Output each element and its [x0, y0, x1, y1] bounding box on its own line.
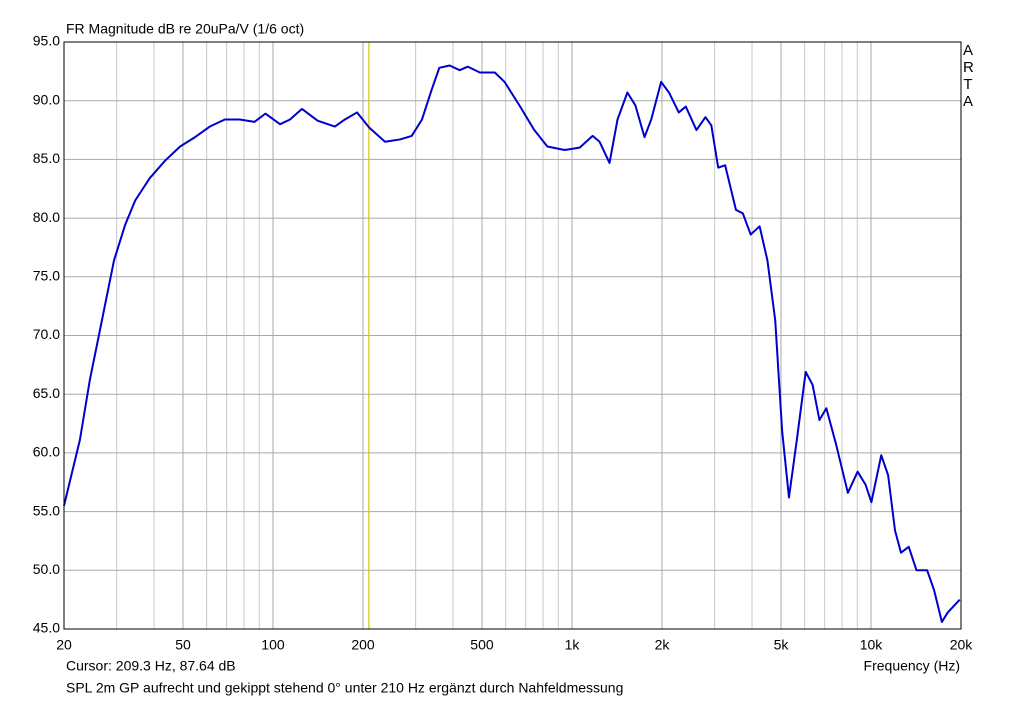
- y-tick-label: 90.0: [33, 91, 60, 107]
- line-series: [63, 64, 961, 623]
- x-tick-label: 1k: [565, 637, 581, 653]
- y-tick-label: 85.0: [33, 150, 60, 166]
- x-tick-label: 200: [351, 637, 375, 653]
- y-tick-label: 45.0: [33, 620, 60, 636]
- y-tick-label: 75.0: [33, 268, 60, 284]
- chart-title: FR Magnitude dB re 20uPa/V (1/6 oct): [66, 21, 304, 37]
- y-tick-label: 80.0: [33, 209, 60, 225]
- y-tick-label: 70.0: [33, 326, 60, 342]
- x-tick-label: 2k: [655, 637, 671, 653]
- x-tick-label: 500: [470, 637, 494, 653]
- x-tick-label: 5k: [774, 637, 790, 653]
- y-tick-label: 50.0: [33, 561, 60, 577]
- plot-frame: [63, 41, 962, 630]
- x-tick-label: 20: [56, 637, 72, 653]
- x-tick-label: 50: [175, 637, 191, 653]
- watermark: ARTA: [963, 42, 974, 110]
- cursor-label: Cursor: 209.3 Hz, 87.64 dB: [66, 658, 236, 674]
- x-tick-label: 10k: [860, 637, 884, 653]
- x-tick-label: 100: [261, 637, 285, 653]
- footnote: SPL 2m GP aufrecht und gekippt stehend 0…: [66, 680, 623, 696]
- y-tick-label: 95.0: [33, 33, 60, 49]
- x-tick-label: 20k: [950, 637, 974, 653]
- x-axis-label: Frequency (Hz): [864, 658, 960, 674]
- y-tick-label: 55.0: [33, 502, 60, 518]
- y-tick-label: 65.0: [33, 385, 60, 401]
- y-tick-label: 60.0: [33, 444, 60, 460]
